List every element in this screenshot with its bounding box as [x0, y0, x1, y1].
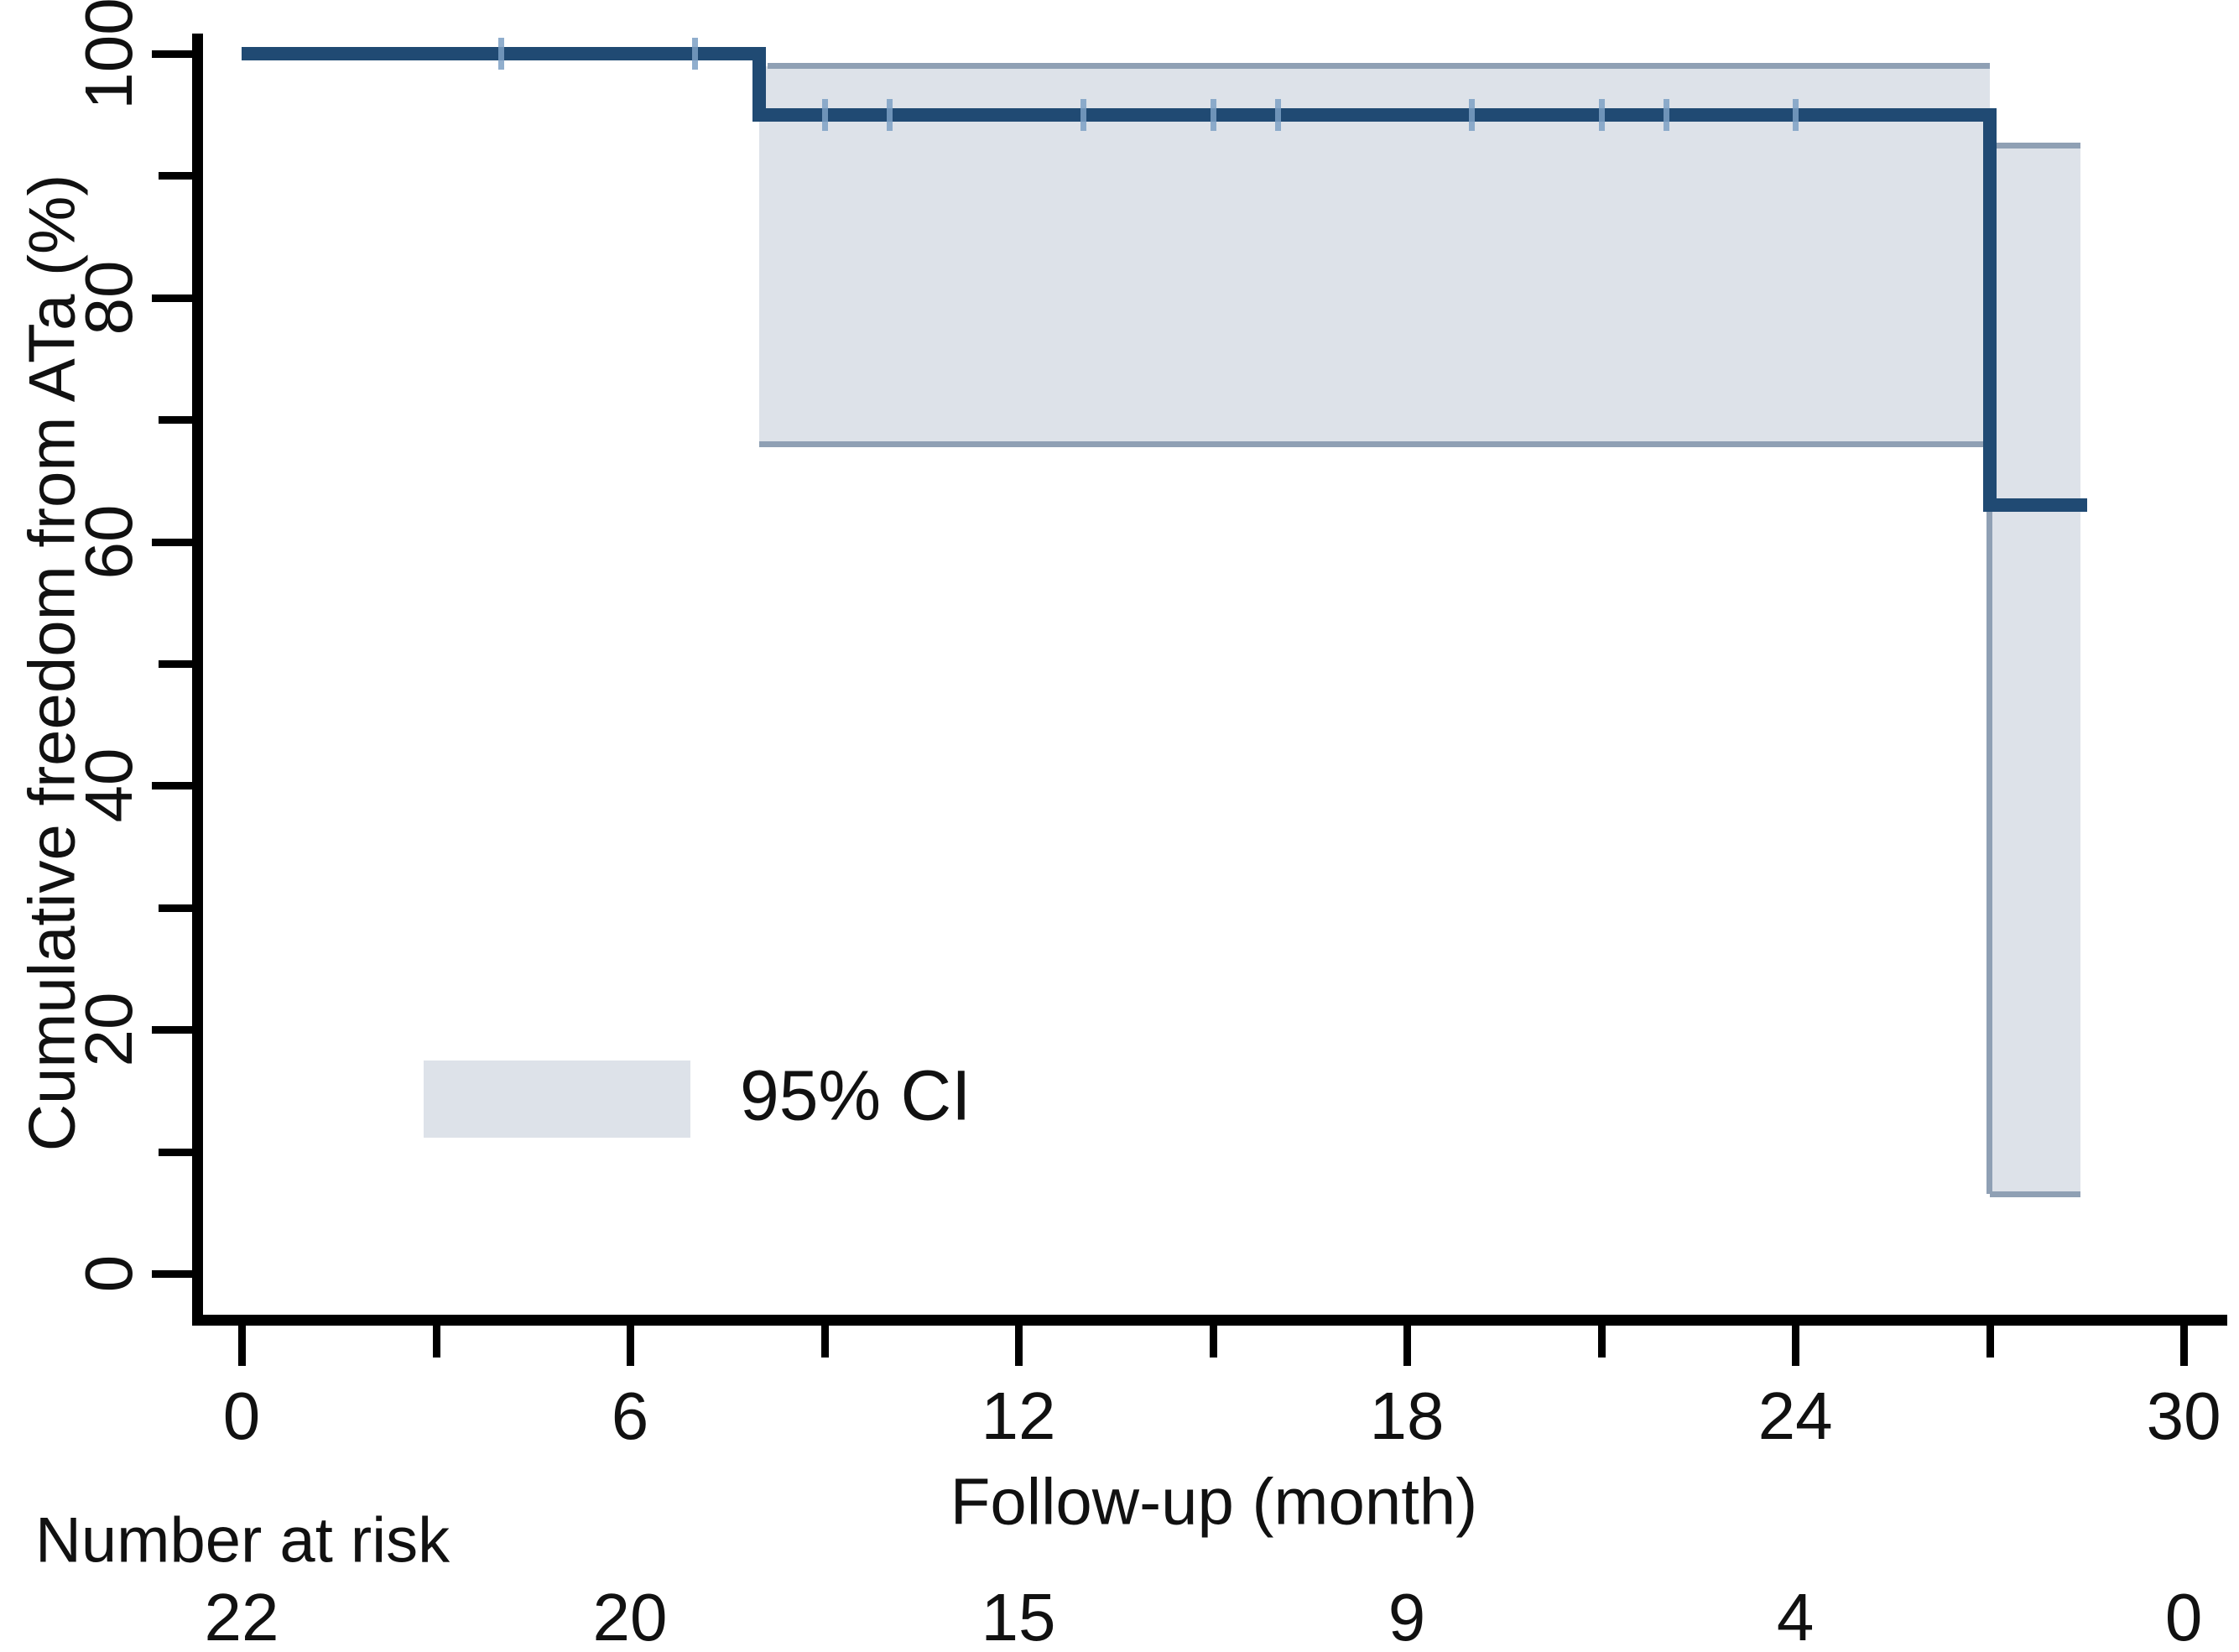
- x-major-tick: [1015, 1326, 1023, 1366]
- x-major-tick: [1792, 1326, 1800, 1366]
- x-major-tick: [627, 1326, 635, 1366]
- km-line-horizontal: [242, 47, 767, 60]
- km-line-horizontal: [752, 107, 1997, 122]
- y-major-tick: [152, 1270, 192, 1278]
- y-axis-line: [192, 34, 203, 1326]
- censor-tick: [1793, 98, 1799, 131]
- ci-band-lower-edge: [1989, 1191, 2080, 1197]
- y-tick-label: 80: [71, 260, 146, 336]
- y-major-tick: [152, 782, 192, 790]
- censor-tick: [821, 98, 828, 131]
- y-major-tick: [152, 294, 192, 302]
- y-minor-tick: [159, 416, 192, 425]
- censor-tick: [497, 38, 504, 70]
- x-minor-tick: [1209, 1326, 1217, 1358]
- ci-band-lower-edge: [759, 440, 1990, 447]
- censor-tick: [1080, 98, 1087, 131]
- legend-ci-label: 95% CI: [740, 1055, 971, 1135]
- censor-tick: [1210, 98, 1216, 131]
- x-tick-label: 0: [222, 1378, 261, 1453]
- number-at-risk-value: 0: [2164, 1580, 2203, 1652]
- ci-band: [1989, 145, 2080, 1195]
- x-minor-tick: [432, 1326, 440, 1358]
- number-at-risk-value: 9: [1388, 1580, 1426, 1652]
- y-minor-tick: [159, 904, 192, 912]
- km-line-horizontal: [1982, 498, 2087, 512]
- x-tick-label: 18: [1369, 1378, 1445, 1453]
- x-major-tick: [2180, 1326, 2189, 1366]
- x-major-tick: [238, 1326, 246, 1366]
- y-major-tick: [152, 1026, 192, 1034]
- x-major-tick: [1403, 1326, 1412, 1366]
- x-axis-line: [192, 1315, 2227, 1326]
- y-minor-tick: [159, 660, 192, 668]
- censor-tick: [1274, 98, 1281, 131]
- censor-tick: [692, 38, 699, 70]
- x-minor-tick: [1986, 1326, 1994, 1358]
- y-minor-tick: [159, 1148, 192, 1156]
- y-major-tick: [152, 50, 192, 58]
- number-at-risk-value: 4: [1776, 1580, 1815, 1652]
- y-major-tick: [152, 538, 192, 546]
- legend-ci-swatch: [424, 1061, 690, 1138]
- x-minor-tick: [1597, 1326, 1606, 1358]
- x-tick-label: 30: [2146, 1378, 2221, 1453]
- ci-band-upper-edge: [768, 63, 1990, 70]
- y-tick-label: 20: [71, 992, 146, 1067]
- censor-tick: [886, 98, 893, 131]
- x-minor-tick: [820, 1326, 829, 1358]
- number-at-risk-value: 20: [592, 1580, 668, 1652]
- ci-band-left-edge: [1986, 145, 1993, 1195]
- y-minor-tick: [159, 172, 192, 180]
- y-tick-label: 0: [71, 1254, 146, 1293]
- number-at-risk-label: Number at risk: [35, 1504, 450, 1576]
- x-axis-title: Follow-up (month): [950, 1464, 1478, 1539]
- ci-band: [759, 65, 1990, 445]
- y-tick-label: 100: [71, 0, 146, 110]
- y-tick-label: 40: [71, 748, 146, 823]
- x-tick-label: 6: [611, 1378, 649, 1453]
- x-tick-label: 24: [1757, 1378, 1833, 1453]
- censor-tick: [1469, 98, 1476, 131]
- km-line-drop: [752, 47, 767, 122]
- x-tick-label: 12: [981, 1378, 1056, 1453]
- number-at-risk-value: 15: [981, 1580, 1056, 1652]
- censor-tick: [1598, 98, 1605, 131]
- number-at-risk-value: 22: [204, 1580, 279, 1652]
- ci-band-upper-edge: [1989, 142, 2080, 149]
- censor-tick: [1663, 98, 1669, 131]
- y-tick-label: 60: [71, 504, 146, 580]
- km-line-drop: [1982, 107, 1997, 512]
